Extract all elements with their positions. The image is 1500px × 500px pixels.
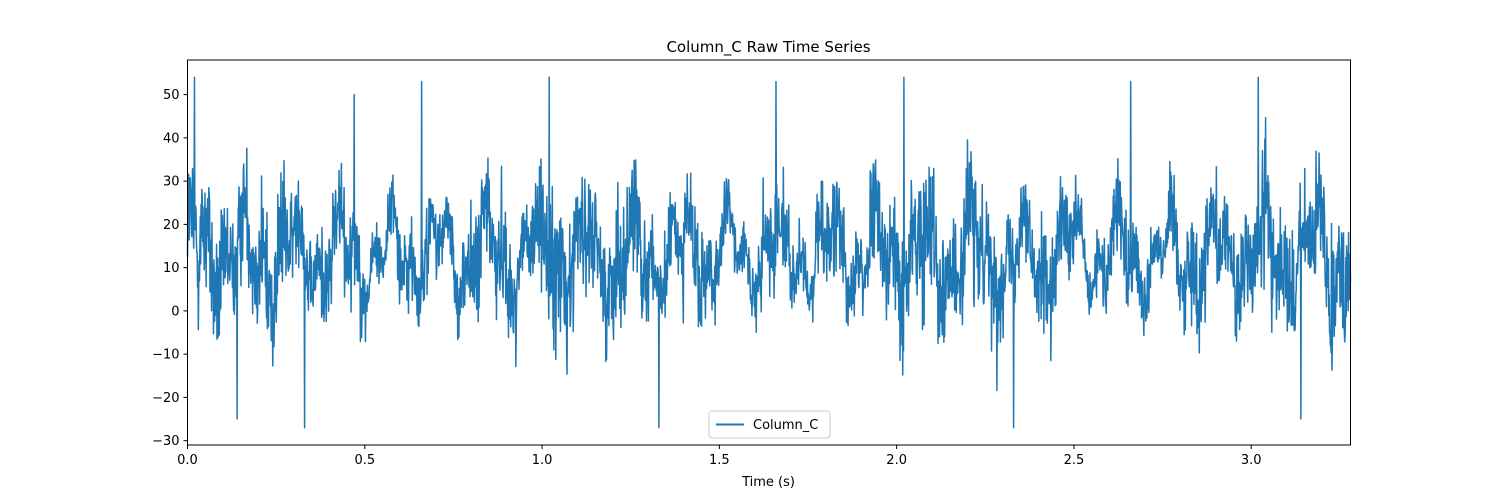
x-axis-label: Time (s) [741,475,795,490]
plot-frame [187,59,1351,446]
y-tick-label: 10 [163,261,180,276]
x-tick-label: 0.0 [177,453,198,468]
y-tick-label: −10 [152,348,179,363]
plot-area [186,76,1352,429]
x-tick-label: 3.0 [1241,453,1262,468]
x-axis: 0.0 0.5 1.0 1.5 2.0 2.5 3.0 [177,445,1262,468]
y-tick-label: −30 [152,434,179,449]
y-tick-label: 0 [171,304,179,319]
x-tick-label: 1.0 [532,453,553,468]
x-tick-label: 2.0 [886,453,907,468]
y-tick-label: 20 [163,218,180,233]
series-line-column-c [186,76,1352,429]
y-tick-label: −20 [152,391,179,406]
chart-title: Column_C Raw Time Series [666,38,870,57]
x-tick-label: 2.5 [1064,453,1085,468]
legend-box [708,410,831,439]
x-tick-label: 1.5 [709,453,730,468]
y-tick-label: 30 [163,175,180,190]
legend: Column_C [708,410,831,439]
y-axis: −30 −20 −10 0 10 20 30 40 50 [152,88,188,449]
y-tick-label: 40 [163,131,180,146]
x-tick-label: 0.5 [354,453,375,468]
y-tick-label: 50 [163,88,180,103]
legend-label: Column_C [753,418,818,433]
